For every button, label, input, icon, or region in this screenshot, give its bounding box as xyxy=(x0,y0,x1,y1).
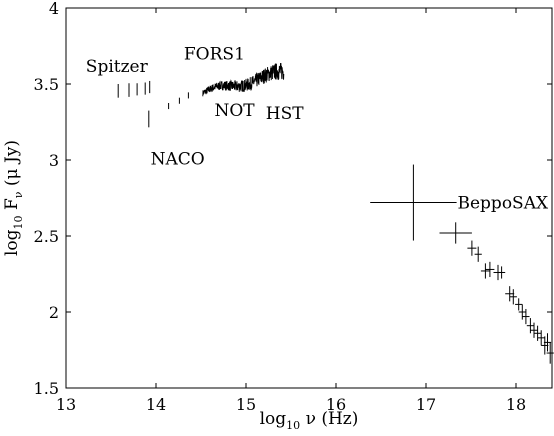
data-point xyxy=(474,246,482,262)
data-point xyxy=(480,263,490,279)
axis-ticks xyxy=(65,7,552,389)
data-point xyxy=(370,164,457,241)
spectrum-line xyxy=(202,62,285,97)
x-tick-label: 15 xyxy=(236,395,256,414)
data-point xyxy=(485,261,495,278)
data-point xyxy=(530,322,538,338)
instrument-annotations: Spitzer FORS1 NOT HST NACO BeppoSAX xyxy=(86,45,549,214)
x-tick-label: 14 xyxy=(146,395,166,414)
data-point xyxy=(522,308,530,325)
y-tick-label: 2.5 xyxy=(34,227,59,246)
annotation-bepposax: BeppoSAX xyxy=(458,194,549,214)
annotation-naco: NACO xyxy=(151,150,205,170)
annotation-spitzer: Spitzer xyxy=(86,57,149,77)
x-tick-label: 18 xyxy=(506,395,526,414)
y-tick-label: 4 xyxy=(49,0,59,18)
data-point xyxy=(518,304,526,320)
x-tick-label: 17 xyxy=(416,395,436,414)
data-point xyxy=(515,298,523,311)
data-point xyxy=(467,240,477,256)
data-point xyxy=(439,222,472,244)
data-point xyxy=(546,342,554,364)
x-tick-labels: 13 14 15 16 17 18 xyxy=(56,395,526,414)
plot-frame xyxy=(65,7,553,389)
x-tick-label: 16 xyxy=(326,395,346,414)
data-point xyxy=(509,289,517,305)
data-point xyxy=(537,330,545,346)
y-tick-label: 3 xyxy=(49,151,59,170)
y-tick-labels: 1.5 2 2.5 3 3.5 4 xyxy=(34,0,59,398)
data-point xyxy=(505,286,515,302)
data-point xyxy=(534,325,542,341)
annotation-not: NOT xyxy=(215,101,256,121)
y-tick-label: 2 xyxy=(49,303,59,322)
optical-spectrum xyxy=(202,62,285,97)
y-axis-title: log10 Fν (μ Jy) xyxy=(2,140,25,256)
data-point xyxy=(526,318,534,334)
annotation-hst: HST xyxy=(266,104,304,124)
y-tick-label: 3.5 xyxy=(34,75,59,94)
x-axis-title: log10 ν (Hz) xyxy=(260,409,359,432)
x-tick-label: 13 xyxy=(56,395,76,414)
y-tick-label: 1.5 xyxy=(34,379,59,398)
data-point xyxy=(498,266,506,279)
data-marks xyxy=(117,80,554,364)
annotation-fors1: FORS1 xyxy=(184,45,245,65)
